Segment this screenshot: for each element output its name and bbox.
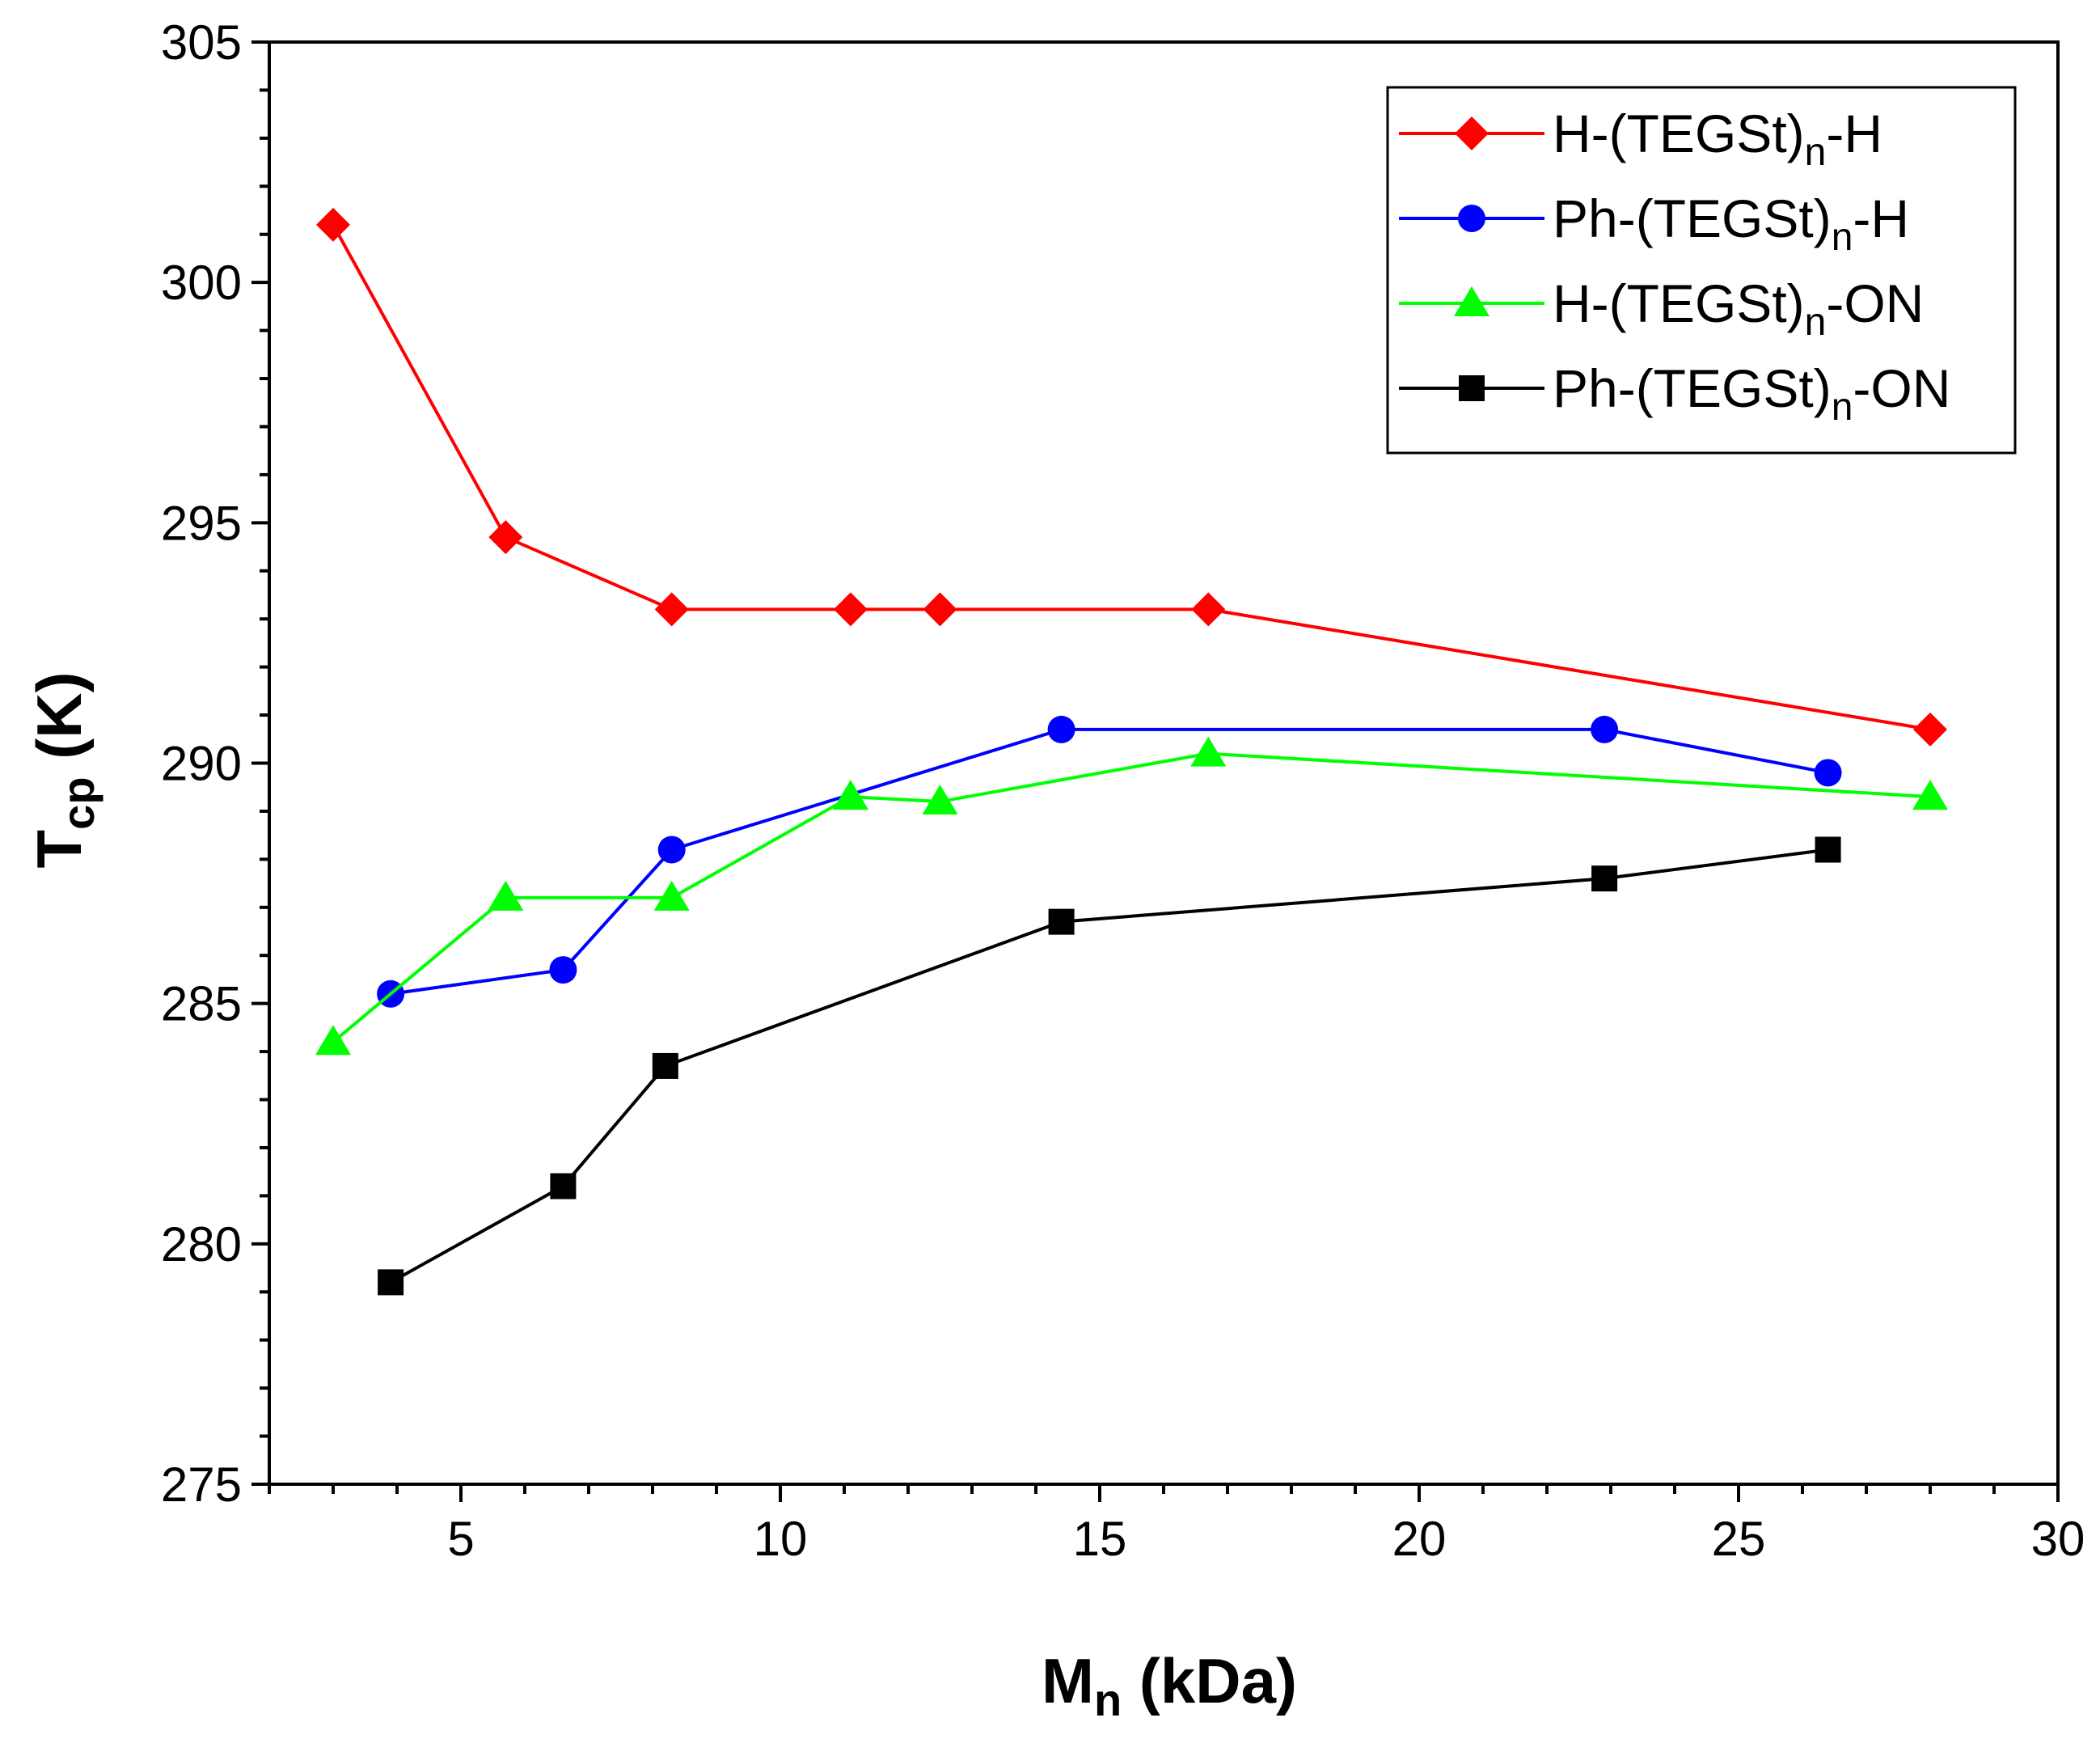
x-axis-title-main: M <box>1042 1645 1094 1716</box>
data-point <box>488 880 524 911</box>
x-tick-label: 10 <box>754 1512 808 1566</box>
series-line <box>390 848 1828 1284</box>
series-1 <box>316 207 1947 747</box>
legend-item: Ph-(TEGSt)n-ON <box>1399 358 1950 429</box>
data-point <box>1048 908 1075 935</box>
data-point <box>1591 715 1619 743</box>
data-point <box>1913 712 1947 747</box>
data-point <box>1912 780 1948 810</box>
series-layer <box>315 207 1948 1296</box>
data-point <box>653 880 690 911</box>
legend-item: H-(TEGSt)n-ON <box>1399 273 1924 344</box>
y-tick-label: 275 <box>161 1458 242 1512</box>
legend-swatch-marker <box>1455 116 1489 150</box>
data-point <box>832 780 868 810</box>
data-point <box>1047 715 1075 743</box>
data-point <box>1191 592 1226 627</box>
legend-item: Ph-(TEGSt)n-H <box>1399 188 1909 259</box>
data-point <box>549 956 577 984</box>
series-line <box>332 751 1931 1043</box>
legend-item: H-(TEGSt)n-H <box>1399 104 1882 174</box>
x-tick-label: 30 <box>2031 1512 2085 1566</box>
data-point <box>1591 865 1618 892</box>
legend-label: Ph-(TEGSt)n-H <box>1553 188 1909 259</box>
y-tick-label: 285 <box>161 977 242 1031</box>
legend-label: H-(TEGSt)n-H <box>1553 104 1882 174</box>
y-tick-label: 280 <box>161 1217 242 1271</box>
series-4 <box>378 836 1841 1296</box>
data-point <box>316 207 350 242</box>
data-point <box>1815 836 1841 863</box>
data-point <box>833 592 868 627</box>
y-axis-title-main: T <box>23 830 95 869</box>
y-axis-title-rest: (K) <box>23 672 95 777</box>
legend-label: H-(TEGSt)n-ON <box>1553 273 1924 344</box>
x-axis-title-rest: (kDa) <box>1122 1645 1297 1716</box>
x-axis-title: Mn (kDa) <box>1042 1645 1297 1725</box>
data-point <box>378 1269 404 1296</box>
data-point <box>922 785 958 815</box>
x-tick-label: 5 <box>447 1512 474 1566</box>
data-point <box>654 592 689 627</box>
y-tick-label: 305 <box>161 15 242 70</box>
legend-swatch-marker <box>1458 205 1485 232</box>
y-tick-label: 300 <box>161 256 242 310</box>
y-axis-title: Tcp (K) <box>23 672 104 869</box>
data-point <box>550 1173 577 1200</box>
x-tick-label: 20 <box>1392 1512 1447 1566</box>
data-point <box>1190 736 1227 767</box>
legend-swatch-marker <box>1454 286 1489 316</box>
y-tick-label: 295 <box>161 496 242 550</box>
series-2 <box>377 715 1842 1008</box>
y-axis-title-sub: cp <box>53 776 104 829</box>
legend-swatch-marker <box>1459 375 1485 401</box>
x-axis-title-sub: n <box>1094 1674 1122 1725</box>
data-point <box>652 1052 678 1079</box>
axes: 5 10 15 20 25 30 275 280 285 290 295 300 305 <box>161 15 2085 1566</box>
data-point <box>488 520 523 555</box>
series-line <box>390 727 1828 996</box>
y-tick-label: 290 <box>161 737 242 791</box>
data-point <box>1814 759 1842 787</box>
legend-box <box>1386 86 2017 455</box>
legend-label: Ph-(TEGSt)n-ON <box>1553 358 1950 429</box>
data-point <box>657 836 686 864</box>
x-tick-label: 15 <box>1073 1512 1127 1566</box>
series-3 <box>315 736 1948 1056</box>
data-point <box>923 592 957 627</box>
x-tick-label: 25 <box>1712 1512 1766 1566</box>
data-point <box>315 1025 351 1056</box>
legend: H-(TEGSt)n-H Ph-(TEGSt)n-H H-(TEGSt)n-ON Ph… <box>1386 86 2017 455</box>
